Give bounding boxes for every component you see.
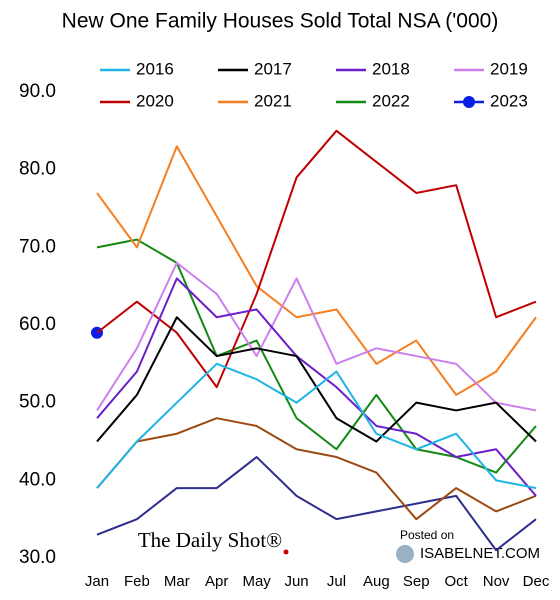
x-tick-label: Sep [403,573,430,590]
x-tick-label: Mar [164,573,190,590]
x-tick-label: Dec [523,573,550,590]
y-tick-label: 60.0 [19,314,56,335]
series-line [96,277,537,497]
x-tick-label: Jul [327,573,346,590]
y-tick-label: 90.0 [19,81,56,102]
watermark-icon [396,545,414,563]
series-line [96,145,537,396]
watermark: ISABELNET.COM [420,545,540,562]
legend-label: 2018 [372,59,410,78]
series-line [96,362,537,490]
legend-label: 2016 [136,59,174,78]
legend-label: 2017 [254,59,292,78]
chart-title: New One Family Houses Sold Total NSA ('0… [62,10,499,33]
y-tick-label: 40.0 [19,469,56,490]
x-tick-label: May [242,573,271,590]
x-tick-label: Oct [445,573,469,590]
y-tick-label: 30.0 [19,547,56,568]
legend-label: 2023 [490,91,528,110]
watermark-dot [283,549,289,555]
series-line [96,316,537,443]
series-line [96,456,537,552]
watermark: The Daily Shot® [138,528,282,552]
legend-label: 2022 [372,91,410,110]
legend-label: 2019 [490,59,528,78]
x-tick-label: Feb [124,573,150,590]
x-tick-label: Aug [363,573,390,590]
series-line [96,238,537,474]
y-tick-label: 80.0 [19,159,56,180]
legend-label: 2021 [254,91,292,110]
x-tick-label: Jun [284,573,308,590]
x-tick-label: Jan [85,573,109,590]
x-tick-label: Apr [205,573,228,590]
series-line [96,261,537,412]
legend-marker [463,96,475,108]
series-line [96,417,537,521]
legend-label: 2020 [136,91,174,110]
series-line [96,129,537,389]
watermark: Posted on [400,528,454,542]
x-tick-label: Nov [483,573,510,590]
y-tick-label: 50.0 [19,392,56,413]
y-tick-label: 70.0 [19,236,56,257]
